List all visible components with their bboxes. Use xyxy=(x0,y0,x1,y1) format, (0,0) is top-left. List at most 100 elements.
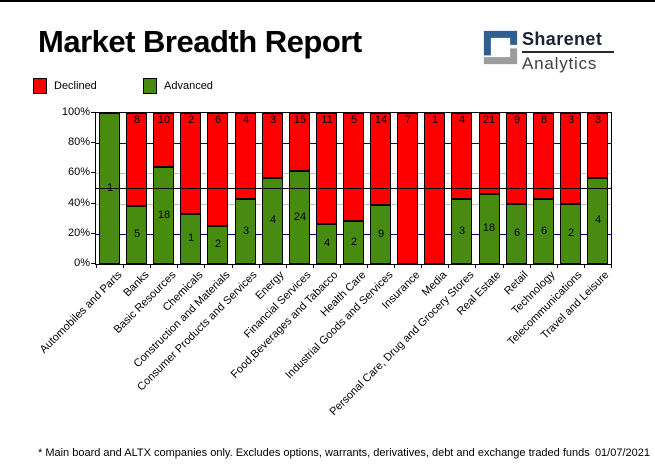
bar-declined-segment xyxy=(560,113,581,204)
y-axis-tick xyxy=(91,112,95,113)
bar-advanced-value: 4 xyxy=(323,237,331,249)
y-axis-label: 100% xyxy=(61,106,90,118)
y-axis-tick xyxy=(91,203,95,204)
x-axis-tick xyxy=(421,265,422,268)
bar-declined-segment xyxy=(343,113,364,221)
bar-declined-value: 8 xyxy=(540,114,548,126)
bar-advanced-value: 2 xyxy=(350,236,358,248)
bar-declined-value: 2 xyxy=(187,114,195,126)
bar-advanced-segment xyxy=(533,199,554,264)
bar-declined-segment xyxy=(587,113,608,178)
bar-declined-value: 5 xyxy=(350,114,358,126)
bar-declined-segment xyxy=(533,113,554,199)
bar-advanced-segment xyxy=(180,214,201,264)
bar-advanced-segment xyxy=(262,178,283,264)
bar-advanced-segment xyxy=(126,206,147,264)
bar-declined-value: 3 xyxy=(269,114,277,126)
bar-advanced-value: 3 xyxy=(242,225,250,237)
bar-declined-segment xyxy=(262,113,283,178)
bar-advanced-value: 3 xyxy=(458,225,466,237)
x-axis-tick xyxy=(584,265,585,268)
bar-declined-segment xyxy=(289,113,310,171)
bar-advanced-segment xyxy=(506,204,527,264)
bar-advanced-segment xyxy=(207,226,228,264)
legend-item-declined: Declined xyxy=(33,78,97,94)
x-axis-tick xyxy=(340,265,341,268)
legend-item-advanced: Advanced xyxy=(143,78,213,94)
x-axis-tick xyxy=(232,265,233,268)
bar-declined-segment xyxy=(126,113,147,206)
bar-declined-value: 7 xyxy=(404,114,412,126)
logo-mark-top xyxy=(483,30,518,56)
y-axis-label: 40% xyxy=(67,197,90,209)
bar-advanced-segment xyxy=(587,178,608,264)
bar-declined-value: 14 xyxy=(374,114,388,126)
y-axis-label: 80% xyxy=(67,136,90,148)
bar-declined-segment xyxy=(316,113,337,224)
legend-label-advanced: Advanced xyxy=(164,80,213,92)
bar-advanced-segment xyxy=(343,221,364,264)
bar-advanced-value: 4 xyxy=(269,214,277,226)
bar-advanced-segment xyxy=(479,194,500,264)
x-axis-tick xyxy=(177,265,178,268)
bar-advanced-value: 1 xyxy=(187,232,195,244)
bar-declined-segment xyxy=(506,113,527,204)
bar-advanced-value: 18 xyxy=(482,222,496,234)
logo-brand-name: Sharenet xyxy=(522,29,603,49)
bar-declined-value: 1 xyxy=(431,114,439,126)
bar-advanced-segment xyxy=(316,224,337,264)
bar-declined-segment xyxy=(479,113,500,194)
legend-swatch-advanced xyxy=(143,78,157,94)
bar-declined-value: 3 xyxy=(594,114,602,126)
bar-advanced-value: 1 xyxy=(106,182,114,194)
y-axis-tick xyxy=(91,172,95,173)
y-axis-label: 20% xyxy=(67,227,90,239)
y-axis-tick xyxy=(91,263,95,264)
sharenet-logo-icon xyxy=(483,30,518,65)
bar-declined-value: 4 xyxy=(242,114,250,126)
bar-advanced-segment xyxy=(235,199,256,264)
y-axis-label: 0% xyxy=(74,257,90,269)
legend-swatch-declined xyxy=(33,78,47,94)
x-axis-tick xyxy=(557,265,558,268)
bar-advanced-value: 5 xyxy=(133,228,141,240)
report-date: 01/07/2021 xyxy=(594,447,650,459)
logo-mark-bottom xyxy=(483,48,518,65)
legend-label-declined: Declined xyxy=(54,80,97,92)
bar-declined-segment xyxy=(153,113,174,167)
bar-declined-value: 11 xyxy=(321,114,333,126)
y-axis-label: 60% xyxy=(67,166,90,178)
bar-advanced-value: 6 xyxy=(513,227,521,239)
x-axis-tick xyxy=(475,265,476,268)
stacked-bar-chart: 1 5 8 18 10 1 2 2 6 3 4 4 3 24 15 4 11 2 5 9 14 7 1 3 4 18 21 6 9 6 8 2… xyxy=(38,106,612,418)
bar-declined-segment xyxy=(451,113,472,199)
bar-declined-value: 8 xyxy=(133,114,141,126)
bar-advanced-value: 18 xyxy=(157,209,171,221)
bar-declined-value: 9 xyxy=(513,114,521,126)
bar-declined-segment xyxy=(235,113,256,199)
bar-advanced-value: 6 xyxy=(540,225,548,237)
page-title: Market Breadth Report xyxy=(38,24,362,59)
y-axis-tick xyxy=(91,233,95,234)
x-axis-tick xyxy=(611,265,612,268)
x-axis-tick xyxy=(503,265,504,268)
bar-advanced-value: 4 xyxy=(594,214,602,226)
bar-declined-value: 15 xyxy=(293,114,307,126)
bar-advanced-value: 24 xyxy=(293,211,307,223)
x-axis-tick xyxy=(530,265,531,268)
x-axis-tick xyxy=(367,265,368,268)
bar-advanced-value: 9 xyxy=(377,228,385,240)
footnote: * Main board and ALTX companies only. Ex… xyxy=(38,447,590,459)
logo-divider xyxy=(522,51,614,53)
x-axis-tick xyxy=(150,265,151,268)
x-axis-tick xyxy=(123,265,124,268)
bar-advanced-segment xyxy=(451,199,472,264)
bar-declined-value: 3 xyxy=(567,114,575,126)
y-axis-tick xyxy=(91,142,95,143)
x-axis-tick xyxy=(204,265,205,268)
x-axis-tick xyxy=(259,265,260,268)
bar-declined-value: 6 xyxy=(214,114,222,126)
logo-brand-sub: Analytics xyxy=(522,54,598,73)
x-axis-tick xyxy=(96,265,97,268)
